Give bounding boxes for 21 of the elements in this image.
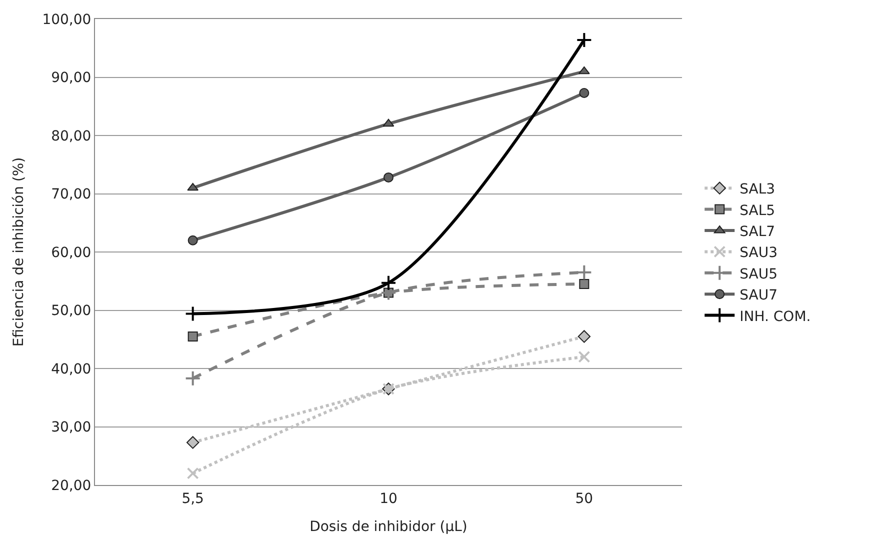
y-axis-title: Eficiencia de inhibición (%) [10,157,27,347]
legend-label: SAL3 [740,182,776,198]
legend-label: SAL5 [740,202,776,219]
x-tick-label: 10 [380,490,398,507]
legend-label: SAU5 [740,266,778,282]
y-tick-label: 80,00 [51,128,92,144]
x-axis-title: Dosis de inhibidor (µL) [310,519,468,536]
y-tick-label: 100,00 [42,12,92,28]
y-tick-label: 20,00 [51,478,92,494]
y-tick-label: 70,00 [51,186,92,203]
y-tick-label: 60,00 [51,244,92,261]
legend-label: INH. COM. [740,308,811,325]
legend-label: SAL7 [740,224,776,240]
y-tick-label: 90,00 [51,70,92,86]
y-tick-label: 50,00 [51,303,92,320]
legend-label: SAU7 [740,288,778,304]
x-tick-label: 50 [575,490,594,507]
y-tick-label: 40,00 [51,361,92,378]
x-tick-label: 5,5 [182,490,204,507]
y-tick-label: 30,00 [51,420,92,436]
legend-label: SAU3 [740,245,778,262]
